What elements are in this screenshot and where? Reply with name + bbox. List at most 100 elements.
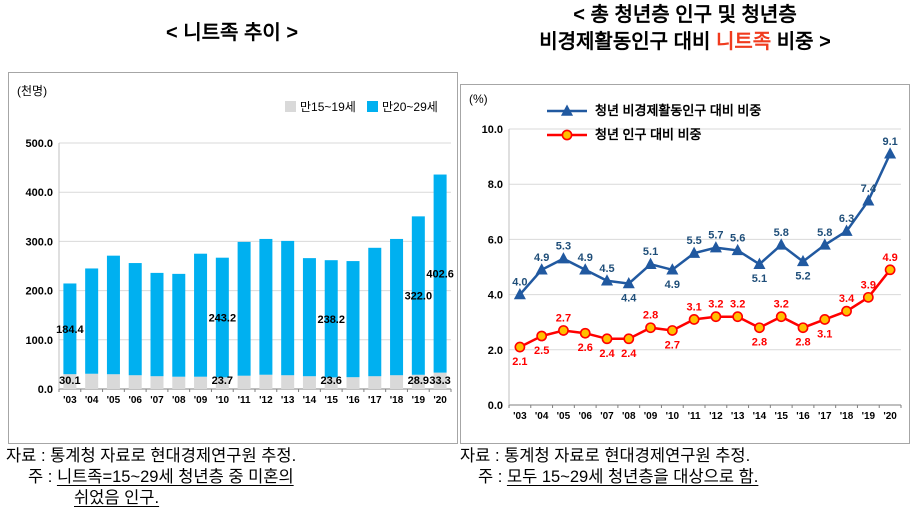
right-chart-title-line1: < 총 청년층 인구 및 청년층: [573, 4, 797, 26]
x-tick-label: '04: [535, 411, 549, 422]
neet-trend-bar-chart: 0.0 100.0 200.0 300.0 400.0 500.0 '03 '04 '05 '06…: [8, 72, 458, 444]
triangle-marker: [622, 277, 635, 289]
bar-segment-age15-19: [368, 376, 382, 389]
x-tick-label: '08: [622, 411, 636, 422]
triangle-marker: [862, 194, 875, 206]
x-tick-label: '08: [172, 395, 186, 406]
x-tick-label: '11: [238, 395, 251, 406]
x-tick-label: '12: [259, 395, 273, 406]
point-label: 4.5: [599, 263, 614, 275]
circle-marker: [710, 311, 722, 323]
triangle-marker: [644, 257, 657, 269]
x-tick-label: '17: [818, 411, 832, 422]
right-chart-title: < 총 청년층 인구 및 청년층 비경제활동인구 대비 니트족 비중 >: [460, 2, 910, 56]
point-label: 6.3: [839, 213, 854, 225]
series-line-share-of-population: [519, 269, 892, 349]
bar-segment-age15-19: [194, 376, 208, 389]
bar-segment-age15-19: [150, 376, 164, 389]
point-label: 4.9: [578, 252, 593, 264]
left-chart-notes: 자료 : 통계청 자료로 현대경제연구원 추정. 주 : 니트족=15~29세 …: [6, 446, 458, 509]
point-label: 5.5: [686, 235, 701, 247]
triangle-marker: [840, 224, 853, 236]
y-tick-label: 500.0: [25, 138, 53, 150]
circle-marker: [558, 325, 569, 336]
legend-label: 만15~19세: [300, 100, 356, 114]
bar-segment-age20-29: [259, 238, 273, 375]
x-tick-label: '03: [513, 411, 527, 422]
x-tick-label: '06: [578, 411, 592, 422]
circle-marker: [623, 333, 635, 345]
circle-marker: [841, 305, 852, 317]
triangle-marker: [775, 238, 788, 250]
x-tick-label: '09: [194, 395, 208, 406]
circle-marker: [579, 327, 591, 339]
point-label: 9.1: [882, 136, 897, 148]
x-tick-label: '05: [107, 395, 121, 406]
point-label: 4.9: [665, 279, 680, 291]
bar-segment-age15-19: [411, 374, 425, 389]
x-tick-label: '07: [600, 411, 614, 422]
circle-marker: [688, 314, 700, 325]
line-chart-svg: 0.0 2.0 4.0 6.0 8.0 10.0 '03 '04 '05 '06 '07 '08 '09…: [469, 92, 902, 422]
x-tick-label: '20: [883, 411, 897, 422]
bar-segment-age20-29: [433, 174, 447, 373]
triangle-marker: [557, 252, 570, 264]
bar-segment-age20-29: [172, 273, 186, 377]
y-tick-label: 200.0: [25, 286, 53, 298]
legend-swatch-age15-19: [285, 101, 296, 112]
triangle-marker: [753, 257, 766, 269]
bar-segment-age20-29: [390, 238, 404, 376]
x-tick-label: '18: [390, 395, 404, 406]
bar-segment-age15-19: [128, 375, 142, 389]
left-note-line: 주 : 니트족=15~29세 청년층 중 미혼의: [28, 467, 458, 488]
x-tick-label: '05: [557, 411, 571, 422]
x-tick-label: '16: [796, 411, 810, 422]
bar-segment-age15-19: [259, 374, 273, 389]
circle-marker: [797, 322, 809, 334]
x-tick-label: '17: [368, 395, 382, 406]
legend-label: 만20~29세: [382, 100, 438, 114]
y-tick-label: 4.0: [488, 290, 503, 302]
x-tick-label: '16: [346, 395, 360, 406]
bar-segment-age20-29: [281, 240, 295, 376]
point-label: 4.4: [621, 293, 637, 305]
x-tick-label: '09: [644, 411, 658, 422]
right-note-line: 주 : 모두 15~29세 청년층을 대상으로 함.: [478, 467, 912, 488]
bar-data-label: 322.0: [405, 291, 433, 303]
triangle-marker: [796, 254, 810, 267]
left-chart-title: < 니트족 추이 >: [165, 22, 299, 44]
point-label: 3.1: [817, 328, 832, 340]
y-tick-label: 8.0: [488, 179, 503, 191]
left-source-line: 자료 : 통계청 자료로 현대경제연구원 추정.: [6, 447, 297, 465]
triangle-marker: [709, 241, 722, 253]
title-line2-pre: 비경제활동인구 대비: [539, 31, 716, 53]
point-label: 5.6: [730, 232, 745, 244]
bar-segment-age20-29: [63, 283, 77, 375]
title-line2-post: 비중 >: [771, 31, 831, 53]
point-label: 2.7: [556, 313, 571, 325]
right-chart-title-line2: 비경제활동인구 대비 니트족 비중 >: [460, 29, 910, 56]
triangle-marker: [666, 263, 679, 275]
bar-segment-age20-29: [324, 260, 338, 378]
x-tick-label: '07: [150, 395, 164, 406]
point-label: 2.8: [752, 337, 767, 349]
bar-segment-age15-19: [215, 377, 229, 389]
bar-data-label: 28.9: [408, 375, 429, 387]
point-label: 5.8: [774, 227, 789, 239]
bar-segment-age15-19: [324, 377, 338, 389]
point-label: 7.4: [861, 183, 877, 195]
neet-share-line-chart: 0.0 2.0 4.0 6.0 8.0 10.0 '03 '04 '05 '06 '07 '08 '09…: [460, 84, 910, 444]
bar-segment-age15-19: [237, 375, 251, 389]
right-source-line: 자료 : 통계청 자료로 현대경제연구원 추정.: [460, 447, 751, 465]
circle-marker: [862, 291, 874, 303]
bar-segment-age20-29: [150, 272, 164, 377]
x-tick-label: '12: [709, 411, 723, 422]
bar-segment-age20-29: [368, 247, 382, 377]
bar-data-label: 238.2: [317, 314, 345, 326]
circle-marker: [732, 311, 744, 323]
bar-segment-age15-19: [281, 375, 295, 389]
point-label: 4.9: [534, 252, 549, 264]
x-tick-label: '18: [840, 411, 854, 422]
point-label: 3.2: [730, 299, 745, 311]
x-tick-label: '19: [412, 395, 426, 406]
